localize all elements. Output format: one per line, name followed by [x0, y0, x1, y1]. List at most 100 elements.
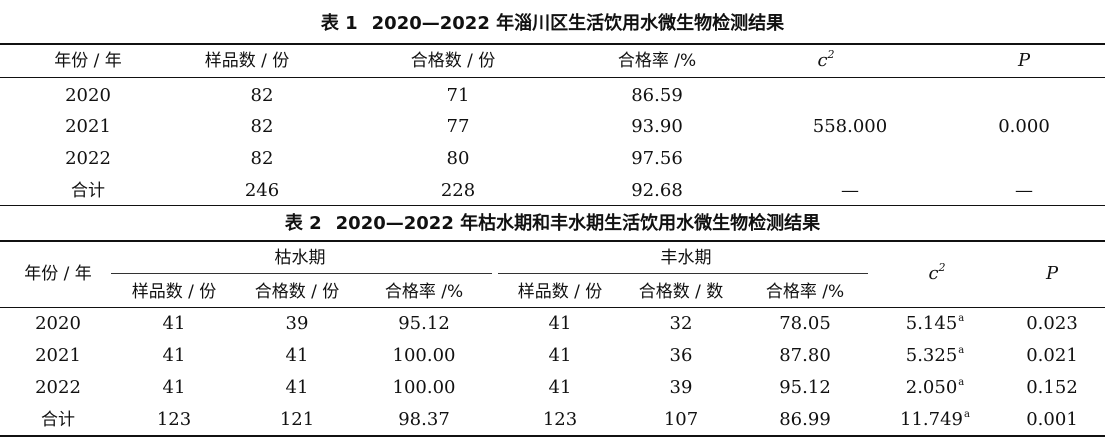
table1-row2-samples: 82	[250, 116, 274, 137]
table2-row1-chi-value: 5.145	[905, 313, 958, 334]
table2-row3-dry-rate: 100.00	[392, 377, 456, 398]
table2-row3-wet-samples: 41	[548, 377, 572, 398]
table2-row4-dry-samples: 123	[156, 409, 192, 430]
table2-row4-chi-mark: a	[964, 409, 970, 420]
table1-chi-symbol: c	[817, 50, 828, 71]
table1-number: 表 1	[320, 13, 358, 34]
table2-chi-symbol: c	[928, 263, 939, 284]
table2-row4-dry-qualified: 121	[279, 409, 315, 430]
table2-row2-p: 0.021	[1026, 345, 1078, 366]
table2-header-dry: 枯水期	[274, 248, 326, 268]
table2-row2-year: 2021	[35, 345, 81, 366]
table2-row3-year: 2022	[35, 377, 81, 398]
table2-row2-wet-samples: 41	[548, 345, 572, 366]
table2-row3-p: 0.152	[1026, 377, 1078, 398]
table1-total-p: —	[1015, 180, 1033, 201]
table1-row3-samples: 82	[250, 148, 274, 169]
table1-p-value: 0.000	[998, 116, 1050, 137]
table2-sub-dry-qualified: 合格数 / 份	[254, 282, 340, 302]
table2-title: 2020—2022 年枯水期和丰水期生活饮用水微生物检测结果	[335, 213, 821, 234]
table2-row3-wet-qualified: 39	[669, 377, 693, 398]
table2-row1-wet-rate: 78.05	[779, 313, 831, 334]
table2-row1-chi-mark: a	[958, 313, 965, 324]
table1-row1-qualified: 71	[446, 85, 470, 106]
table2-row2-chi-mark: a	[958, 345, 965, 356]
table1-row1-samples: 82	[250, 85, 274, 106]
table2-row3-chi-mark: a	[958, 377, 965, 388]
table1-chi-superscript: 2	[827, 48, 835, 61]
table1-row1-year: 2020	[65, 85, 111, 106]
table2-row4-chi-value: 11.749	[900, 409, 964, 430]
table2-row1-p: 0.023	[1026, 313, 1078, 334]
table2-row2-chi-value: 5.325	[905, 345, 958, 366]
table2-row3-dry-qualified: 41	[285, 377, 309, 398]
table2-row1-dry-samples: 41	[162, 313, 186, 334]
table2-row2-dry-samples: 41	[162, 345, 186, 366]
table2-sub-wet-samples: 样品数 / 份	[517, 282, 603, 302]
table1-row4-rate: 92.68	[631, 180, 683, 201]
table2-row3-chi-value: 2.050	[905, 377, 958, 398]
table1-row2-qualified: 77	[446, 116, 470, 137]
table2-header-p: P	[1045, 263, 1059, 284]
table2-row1-wet-samples: 41	[548, 313, 572, 334]
table2-row4-wet-samples: 123	[542, 409, 578, 430]
table2-row2-chi: 5.325a	[906, 344, 965, 368]
table2-header-wet: 丰水期	[660, 248, 712, 268]
table1-header-rate: 合格率 /%	[617, 51, 697, 71]
table2-caption: 表 2 2020—2022 年枯水期和丰水期生活饮用水微生物检测结果	[0, 212, 1105, 236]
table2-row3-wet-rate: 95.12	[779, 377, 831, 398]
table1-header-qualified: 合格数 / 份	[410, 51, 496, 71]
table1-header-rule	[0, 77, 1105, 78]
table1-row4-qualified: 228	[440, 180, 476, 201]
table1-row4-year: 合计	[71, 181, 105, 201]
table2-row4-dry-rate: 98.37	[398, 409, 450, 430]
table2-row1-chi: 5.145a	[906, 312, 965, 336]
table2-row3-chi: 2.050a	[906, 376, 965, 400]
table2-row2-dry-rate: 100.00	[392, 345, 456, 366]
table2-number: 表 2	[284, 213, 322, 234]
table1-row3-year: 2022	[65, 148, 111, 169]
table2-row1-wet-qualified: 32	[669, 313, 693, 334]
table2-row1-dry-qualified: 39	[285, 313, 309, 334]
table2-dry-span-rule	[111, 273, 492, 274]
table1-title: 2020—2022 年淄川区生活饮用水微生物检测结果	[371, 13, 785, 34]
table2-header-chi: c2	[928, 262, 945, 286]
table1-header-chi: c2	[817, 49, 834, 73]
table2-row1-dry-rate: 95.12	[398, 313, 450, 334]
table2-header-year: 年份 / 年	[24, 264, 92, 284]
table2-top-rule	[0, 240, 1105, 242]
table2-sub-dry-rate: 合格率 /%	[384, 282, 464, 302]
table2-sub-wet-qualified: 合格数 / 数	[638, 282, 724, 302]
table1-row3-rate: 97.56	[631, 148, 683, 169]
table2-row4-wet-rate: 86.99	[779, 409, 831, 430]
table2-wet-span-rule	[498, 273, 868, 274]
table1-row4-samples: 246	[244, 180, 280, 201]
table1-header-year: 年份 / 年	[54, 51, 122, 71]
table1-caption: 表 1 2020—2022 年淄川区生活饮用水微生物检测结果	[0, 12, 1105, 36]
table2-row4-chi: 11.749a	[900, 408, 970, 432]
table2-row4-p: 0.001	[1026, 409, 1078, 430]
table2-row2-wet-rate: 87.80	[779, 345, 831, 366]
table2-bottom-rule	[0, 435, 1105, 437]
table1-top-rule	[0, 43, 1105, 45]
table1-total-chi: —	[841, 180, 859, 201]
table1-row3-qualified: 80	[446, 148, 470, 169]
table1-row2-year: 2021	[65, 116, 111, 137]
table2-chi-superscript: 2	[938, 261, 946, 274]
table2-row4-year: 合计	[41, 410, 75, 430]
table2-sub-dry-samples: 样品数 / 份	[131, 282, 217, 302]
table2-sub-wet-rate: 合格率 /%	[765, 282, 845, 302]
table2-row2-wet-qualified: 36	[669, 345, 693, 366]
table2-row3-dry-samples: 41	[162, 377, 186, 398]
table2-header-rule	[0, 307, 1105, 308]
table1-row1-rate: 86.59	[631, 85, 683, 106]
table2-row4-wet-qualified: 107	[663, 409, 699, 430]
table2-row1-year: 2020	[35, 313, 81, 334]
table1-header-samples: 样品数 / 份	[204, 51, 290, 71]
table1-bottom-rule	[0, 205, 1105, 206]
table1-header-p: P	[1017, 50, 1031, 71]
table1-row2-rate: 93.90	[631, 116, 683, 137]
table2-row2-dry-qualified: 41	[285, 345, 309, 366]
table1-chi-value: 558.000	[812, 116, 888, 137]
